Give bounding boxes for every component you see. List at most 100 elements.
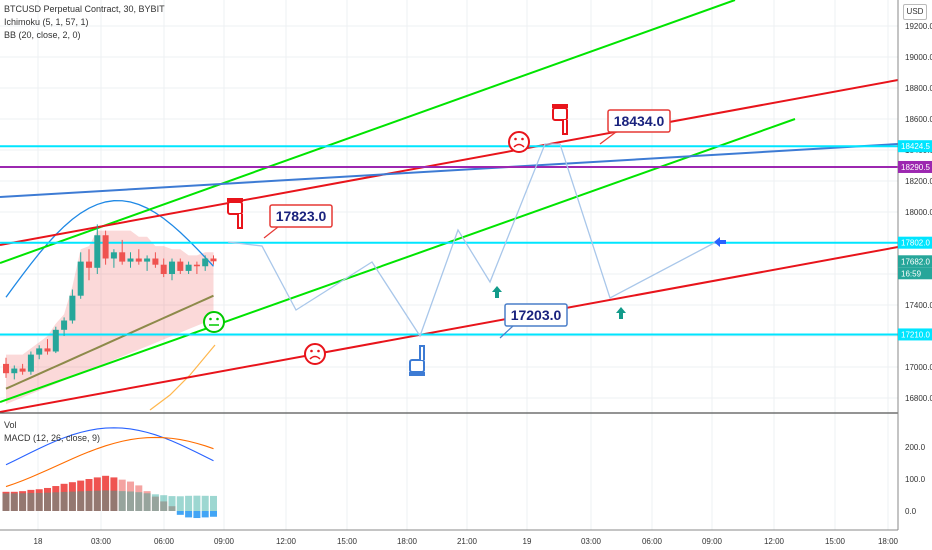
time-tick-label: 18: [34, 537, 43, 546]
pointing-hand-down-icon: [552, 107, 568, 121]
volume-bar: [77, 491, 85, 511]
callout-price: 17823.0: [276, 208, 327, 224]
volume-bar: [210, 495, 217, 511]
candle-body: [102, 235, 109, 259]
callout-price: 18434.0: [614, 113, 665, 129]
time-tick-label: 12:00: [276, 537, 297, 546]
sad-face-icon-eye: [514, 137, 517, 141]
volume-bar: [118, 491, 126, 511]
sad-face-icon-mouth: [513, 143, 525, 148]
candle-body: [69, 295, 76, 321]
candle-body: [193, 264, 200, 267]
time-tick-label: 06:00: [154, 537, 175, 546]
macd-histogram-bar: [168, 506, 176, 511]
time-tick-label: 03:00: [581, 537, 602, 546]
price-label-text: 18424.5: [901, 142, 930, 151]
macd-histogram-bar: [193, 511, 201, 519]
candle-body: [52, 329, 59, 352]
macd-histogram-bar: [2, 491, 10, 511]
pointing-hand-down-icon-cuff: [552, 104, 568, 108]
time-tick-label: 19: [523, 537, 532, 546]
time-tick-label: 06:00: [642, 537, 663, 546]
volume-bar: [127, 491, 134, 511]
macd-histogram-bar: [27, 489, 35, 511]
left-arrow-icon: [714, 237, 726, 247]
volume-bar: [35, 492, 43, 511]
macd-histogram-bar: [35, 489, 43, 511]
price-label-tag: [898, 267, 932, 280]
price-label-text: 18290.5: [901, 163, 930, 172]
macd-histogram-bar: [102, 475, 110, 511]
ichimoku-legend: Ichimoku (5, 1, 57, 1): [4, 17, 89, 27]
pointing-hand-down-icon-cuff: [227, 198, 243, 202]
upper-red-trendline: [0, 79, 899, 246]
volume-bar: [60, 491, 68, 511]
volume-bar: [135, 492, 143, 511]
macd-histogram-bar: [143, 491, 151, 511]
callout-pointer: [499, 325, 514, 339]
pointing-hand-up-icon-finger: [419, 345, 425, 360]
price-label-tag: [898, 328, 932, 341]
pointing-hand-up-icon-cuff: [409, 372, 425, 376]
macd-histogram-bar: [151, 496, 159, 511]
candle-body: [144, 258, 151, 262]
volume-bar: [93, 490, 101, 511]
up-arrow-icon: [492, 286, 502, 298]
macd-histogram-bar: [210, 511, 217, 517]
price-tick-label: 19200.0: [905, 22, 932, 31]
sad-face-icon: [304, 343, 326, 365]
candle-body: [127, 258, 134, 262]
horizontal-levels: [0, 145, 898, 336]
price-label-text: 17210.0: [901, 330, 930, 339]
callout-box: [269, 204, 333, 228]
currency-button[interactable]: USD: [903, 4, 927, 20]
time-tick-label: 15:00: [337, 537, 358, 546]
vol-legend: Vol: [4, 420, 17, 430]
macd-legend: MACD (12, 26, close, 9): [4, 433, 101, 443]
volume-bar: [85, 491, 93, 511]
pointing-hand-up-icon: [409, 359, 425, 373]
candle-body: [11, 368, 18, 374]
callout-box: [504, 303, 568, 327]
price-label-tag: [898, 236, 932, 249]
lower-red-trendline: [0, 246, 899, 413]
volume-bar: [102, 490, 110, 511]
volume-bar: [201, 495, 209, 511]
macd-histogram-bar: [10, 491, 18, 511]
grid-lines: [0, 0, 898, 530]
time-tick-label: 12:00: [764, 537, 785, 546]
volume-bar: [168, 496, 176, 511]
bb-lower-band: [149, 344, 216, 411]
price-tick-label: 18600.0: [905, 115, 932, 124]
candle-body: [160, 264, 167, 274]
bb-basis: [5, 294, 214, 390]
candle-body: [210, 258, 217, 262]
macd-histogram-bar: [19, 491, 27, 511]
volume-bar: [2, 493, 10, 511]
price-tick-label: 18800.0: [905, 84, 932, 93]
candle-body: [61, 320, 68, 330]
price-tick-label: 16800.0: [905, 394, 932, 403]
candle-body: [119, 252, 126, 262]
price-label-text: 17682.0: [901, 257, 930, 266]
candle-body: [152, 258, 159, 265]
candle-body: [86, 261, 92, 268]
price-label-text: 17802.0: [901, 239, 930, 248]
neutral-face-icon: [203, 311, 225, 333]
pointing-hand-down-icon: [227, 201, 243, 215]
macd-signal-line: [5, 436, 214, 488]
volume-bar: [44, 492, 51, 511]
callout-price: 17203.0: [511, 307, 562, 323]
macd-histogram-bar: [85, 479, 93, 511]
callout-box: [607, 109, 671, 133]
up-arrow-icon: [616, 307, 626, 319]
volume-bar: [151, 494, 159, 511]
macd-histogram-bar: [60, 483, 68, 511]
candle-body: [177, 261, 184, 271]
bb-legend: BB (20, close, 2, 0): [4, 30, 81, 40]
time-tick-label: 15:00: [825, 537, 846, 546]
volume-bar: [52, 492, 60, 511]
volume-bar: [143, 493, 151, 511]
